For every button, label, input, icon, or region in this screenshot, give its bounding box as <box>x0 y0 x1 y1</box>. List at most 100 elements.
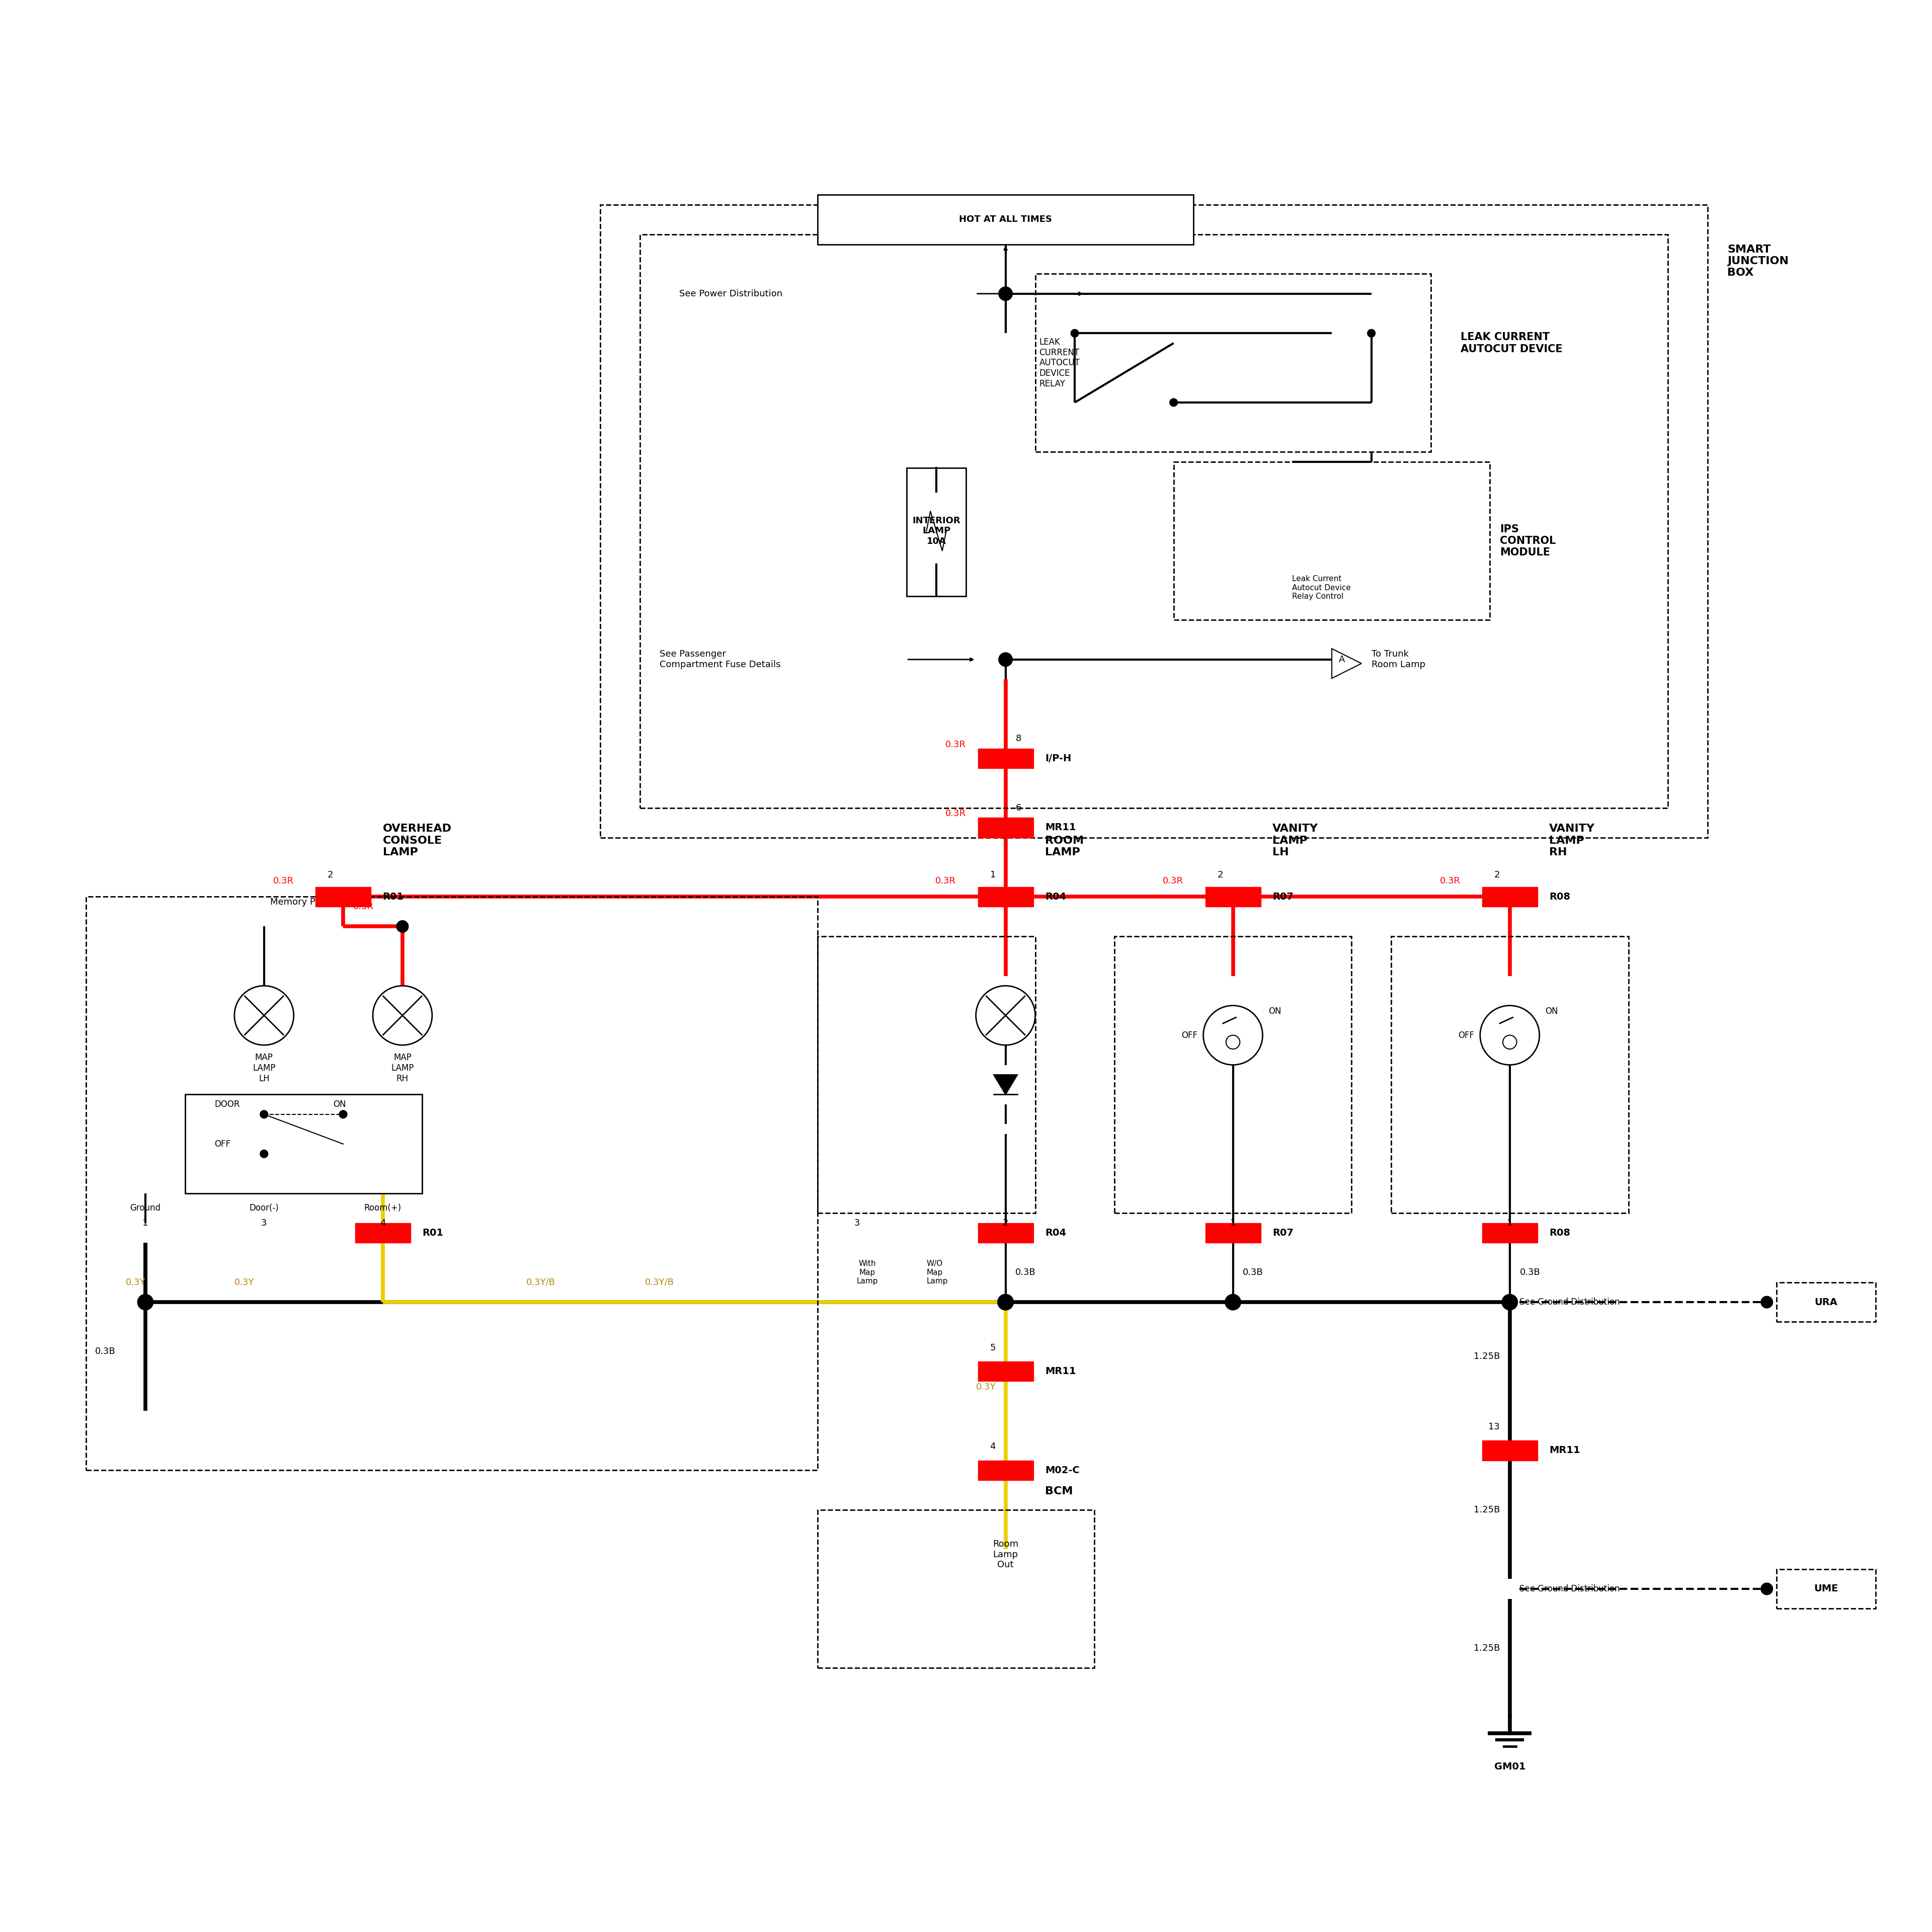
Bar <box>1391 937 1629 1213</box>
Circle shape <box>261 1150 269 1157</box>
Text: 0.3R: 0.3R <box>1163 877 1184 885</box>
Text: MAP
LAMP
RH: MAP LAMP RH <box>390 1053 413 1084</box>
Text: Leak Current
Autocut Device
Relay Control: Leak Current Autocut Device Relay Contro… <box>1293 576 1350 601</box>
Bar <box>1206 1223 1260 1242</box>
Text: 0.3R: 0.3R <box>935 877 956 885</box>
Text: Memory Power: Memory Power <box>270 898 338 906</box>
Text: 0.3R: 0.3R <box>945 810 966 819</box>
Text: See Ground Distribution: See Ground Distribution <box>1520 1584 1621 1594</box>
Text: See Passenger
Compartment Fuse Details: See Passenger Compartment Fuse Details <box>659 649 781 668</box>
Text: Ground: Ground <box>129 1204 160 1213</box>
Bar <box>601 205 1708 837</box>
Bar <box>817 937 1036 1213</box>
Text: 5: 5 <box>989 1343 995 1352</box>
Text: ROOM
LAMP: ROOM LAMP <box>1045 835 1084 858</box>
Text: BCM: BCM <box>1045 1486 1072 1495</box>
Text: LEAK CURRENT
AUTOCUT DEVICE: LEAK CURRENT AUTOCUT DEVICE <box>1461 332 1563 354</box>
Text: OFF: OFF <box>214 1140 230 1148</box>
Text: 1.25B: 1.25B <box>1474 1352 1499 1360</box>
Circle shape <box>1225 1294 1240 1310</box>
Circle shape <box>1225 889 1240 904</box>
Text: 0.3R: 0.3R <box>272 877 294 885</box>
Text: 1: 1 <box>143 1219 149 1227</box>
Text: R01: R01 <box>383 893 404 902</box>
Text: URA: URA <box>1814 1298 1837 1306</box>
Text: R04: R04 <box>1045 1229 1066 1238</box>
Text: 2: 2 <box>327 871 332 879</box>
Text: VANITY
LAMP
RH: VANITY LAMP RH <box>1549 823 1596 858</box>
Text: 1: 1 <box>989 871 995 879</box>
Bar <box>1482 1441 1538 1461</box>
Circle shape <box>999 653 1012 667</box>
Bar <box>87 896 817 1470</box>
Bar <box>978 817 1034 837</box>
Text: Room(+): Room(+) <box>363 1204 402 1213</box>
Bar <box>1115 937 1352 1213</box>
Bar <box>1482 1223 1538 1242</box>
Bar <box>1036 274 1432 452</box>
Text: 0.3B: 0.3B <box>1242 1267 1264 1277</box>
Text: 1.25B: 1.25B <box>1474 1644 1499 1652</box>
Text: 4: 4 <box>381 1219 386 1227</box>
Circle shape <box>137 1294 153 1310</box>
Bar <box>639 234 1667 808</box>
Circle shape <box>1501 889 1519 904</box>
Text: 0.3B: 0.3B <box>95 1347 116 1356</box>
Bar <box>1777 1283 1876 1321</box>
Bar <box>1482 887 1538 906</box>
Text: 0.3B: 0.3B <box>1520 1267 1540 1277</box>
Bar <box>817 195 1194 243</box>
Circle shape <box>1227 1036 1240 1049</box>
Text: W/O
Map
Lamp: W/O Map Lamp <box>927 1260 949 1285</box>
Text: A: A <box>1339 655 1345 665</box>
Text: 0.3R: 0.3R <box>354 902 373 912</box>
Circle shape <box>1480 1005 1540 1065</box>
Circle shape <box>1169 398 1179 406</box>
Circle shape <box>1368 328 1376 338</box>
Text: 3: 3 <box>854 1219 860 1227</box>
Circle shape <box>997 889 1014 904</box>
Text: R08: R08 <box>1549 893 1571 902</box>
Text: R01: R01 <box>423 1229 442 1238</box>
Text: 0.3Y/B: 0.3Y/B <box>645 1277 674 1287</box>
Circle shape <box>234 985 294 1045</box>
Text: ON: ON <box>332 1099 346 1109</box>
Circle shape <box>1760 1582 1774 1594</box>
Circle shape <box>997 1294 1014 1310</box>
Text: R07: R07 <box>1273 1229 1294 1238</box>
Bar <box>355 1223 410 1242</box>
Text: LEAK
CURRENT
AUTOCUT
DEVICE
RELAY: LEAK CURRENT AUTOCUT DEVICE RELAY <box>1039 338 1080 388</box>
Text: HOT AT ALL TIMES: HOT AT ALL TIMES <box>958 214 1053 224</box>
Bar <box>1206 887 1260 906</box>
Text: GM01: GM01 <box>1493 1762 1526 1772</box>
Text: 0.3B: 0.3B <box>1016 1267 1036 1277</box>
Text: R04: R04 <box>1045 893 1066 902</box>
Text: R08: R08 <box>1549 1229 1571 1238</box>
Polygon shape <box>1331 649 1362 678</box>
Text: Room
Lamp
Out: Room Lamp Out <box>993 1540 1018 1569</box>
Text: OVERHEAD
CONSOLE
LAMP: OVERHEAD CONSOLE LAMP <box>383 823 452 858</box>
Bar <box>1777 1569 1876 1609</box>
Text: 0.3Y/B: 0.3Y/B <box>526 1277 554 1287</box>
Text: OFF: OFF <box>1459 1030 1474 1039</box>
Text: Door(-): Door(-) <box>249 1204 278 1213</box>
Text: MAP
LAMP
LH: MAP LAMP LH <box>253 1053 276 1084</box>
Polygon shape <box>993 1074 1018 1095</box>
Bar <box>978 1461 1034 1480</box>
Text: VANITY
LAMP
LH: VANITY LAMP LH <box>1273 823 1318 858</box>
Bar <box>978 748 1034 769</box>
Text: 0.3Y: 0.3Y <box>976 1383 995 1391</box>
Circle shape <box>1070 328 1078 338</box>
Circle shape <box>1503 1036 1517 1049</box>
Text: ON: ON <box>1269 1007 1281 1016</box>
Text: MR11: MR11 <box>1045 1366 1076 1376</box>
Bar <box>978 1223 1034 1242</box>
Text: I/P-H: I/P-H <box>1045 753 1072 763</box>
Text: 1: 1 <box>1507 1219 1513 1227</box>
Text: ON: ON <box>1546 1007 1559 1016</box>
Bar <box>817 1509 1095 1667</box>
Text: MR11: MR11 <box>1045 823 1076 833</box>
Bar <box>1173 462 1490 620</box>
Text: 3: 3 <box>261 1219 267 1227</box>
Text: 0.3R: 0.3R <box>1439 877 1461 885</box>
